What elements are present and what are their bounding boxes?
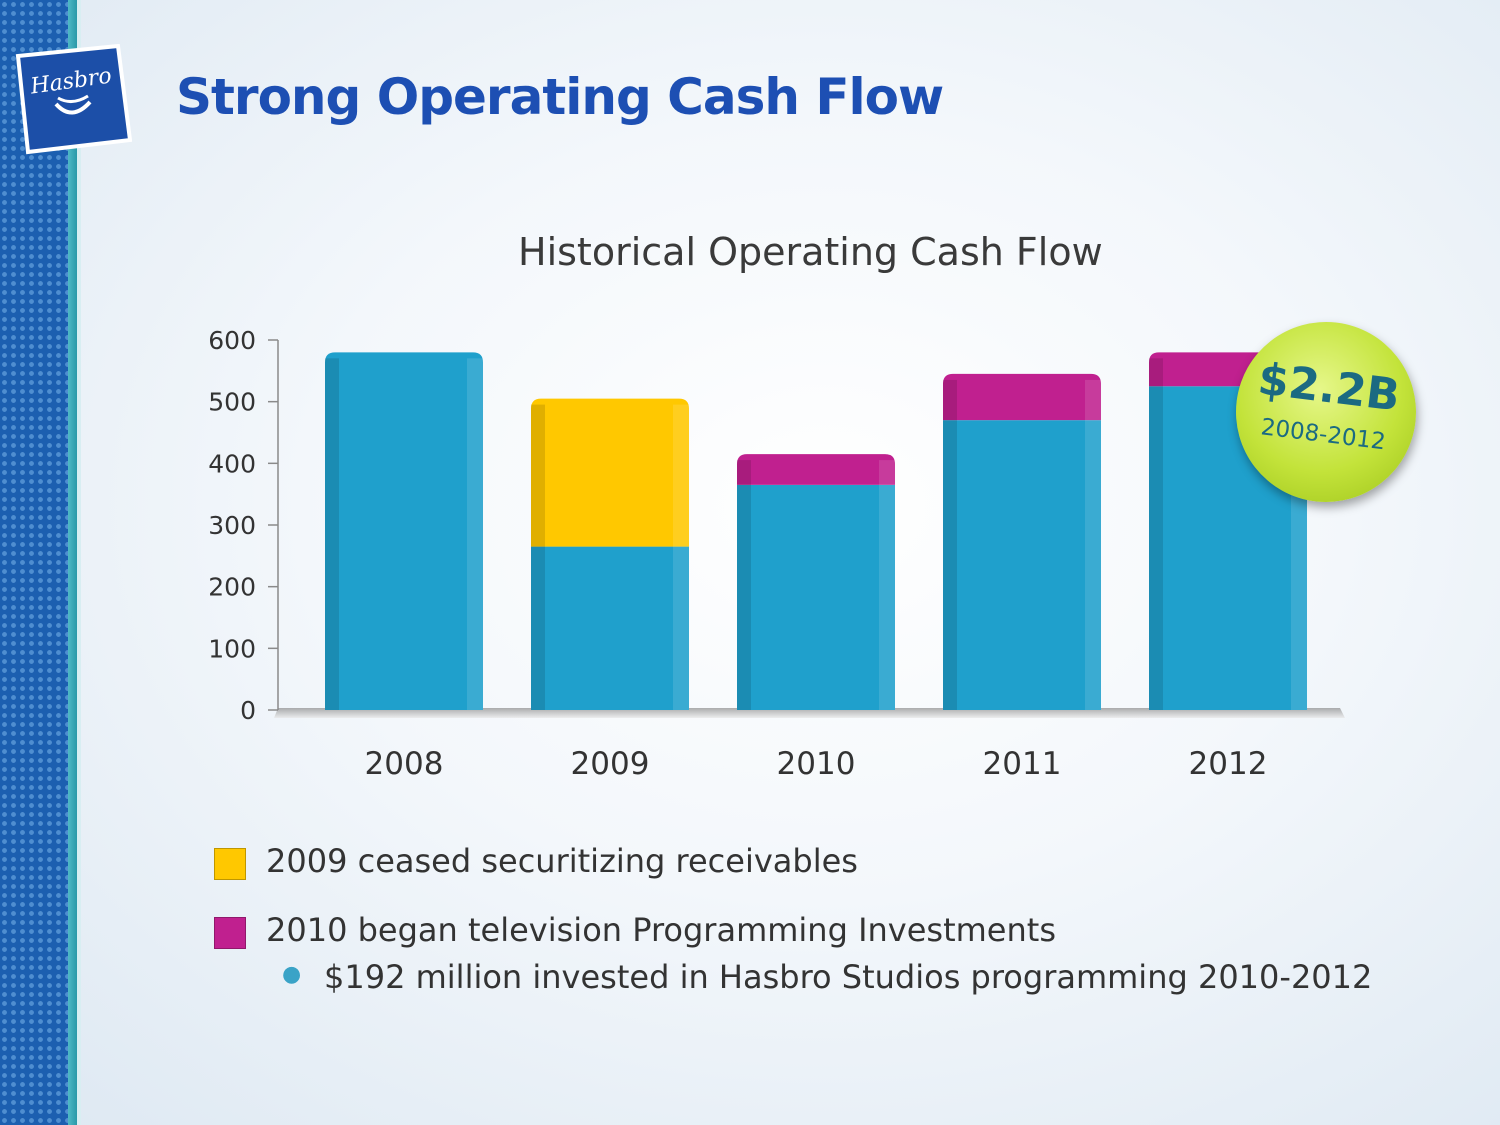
bar-highlight-right	[467, 358, 483, 710]
chart-title: Historical Operating Cash Flow	[518, 230, 1103, 274]
left-decorative-band	[0, 0, 68, 1125]
legend-text: 2009 ceased securitizing receivables	[266, 842, 858, 880]
band-stripe	[68, 0, 77, 1125]
x-tick-label: 2012	[1189, 746, 1268, 782]
bar-segment	[943, 420, 1101, 710]
y-tick-label: 400	[208, 449, 256, 478]
bar-shade-left	[531, 404, 545, 710]
x-tick-label: 2009	[571, 746, 650, 782]
bar-segment	[737, 454, 895, 485]
bar-shade-left	[943, 379, 957, 710]
badge-amount: $2.2B	[1255, 353, 1403, 422]
bar-shade-left	[325, 358, 339, 710]
x-tick-label: 2010	[777, 746, 856, 782]
bullet-dot-icon: ●	[282, 962, 302, 987]
bar-shade-left	[1149, 358, 1163, 710]
bar-segment	[531, 398, 689, 547]
bar-shade-left	[737, 460, 751, 710]
y-tick-label: 200	[208, 573, 256, 602]
yellow-swatch	[214, 848, 246, 880]
y-tick-label: 300	[208, 511, 256, 540]
band-edge	[77, 0, 81, 1125]
bar-highlight-right	[673, 404, 689, 710]
y-tick-label: 100	[208, 634, 256, 663]
bar-segment	[325, 352, 483, 710]
magenta-swatch	[214, 917, 246, 949]
page-title: Strong Operating Cash Flow	[176, 68, 944, 126]
y-tick-label: 600	[208, 326, 256, 355]
chart-floor	[274, 708, 1345, 718]
x-tick-label: 2011	[983, 746, 1062, 782]
bar-segment	[737, 484, 895, 710]
y-tick-label: 500	[208, 388, 256, 417]
hasbro-logo-icon: Hasbro	[15, 44, 132, 155]
x-tick-label: 2008	[365, 746, 444, 782]
y-tick-label: 0	[240, 696, 256, 725]
bar-segment	[943, 373, 1101, 421]
bullet-text: $192 million invested in Hasbro Studios …	[324, 958, 1373, 996]
bar-highlight-right	[879, 460, 895, 710]
bar-segment	[531, 546, 689, 710]
bar-highlight-right	[1085, 379, 1101, 710]
legend-text: 2010 began television Programming Invest…	[266, 911, 1056, 949]
